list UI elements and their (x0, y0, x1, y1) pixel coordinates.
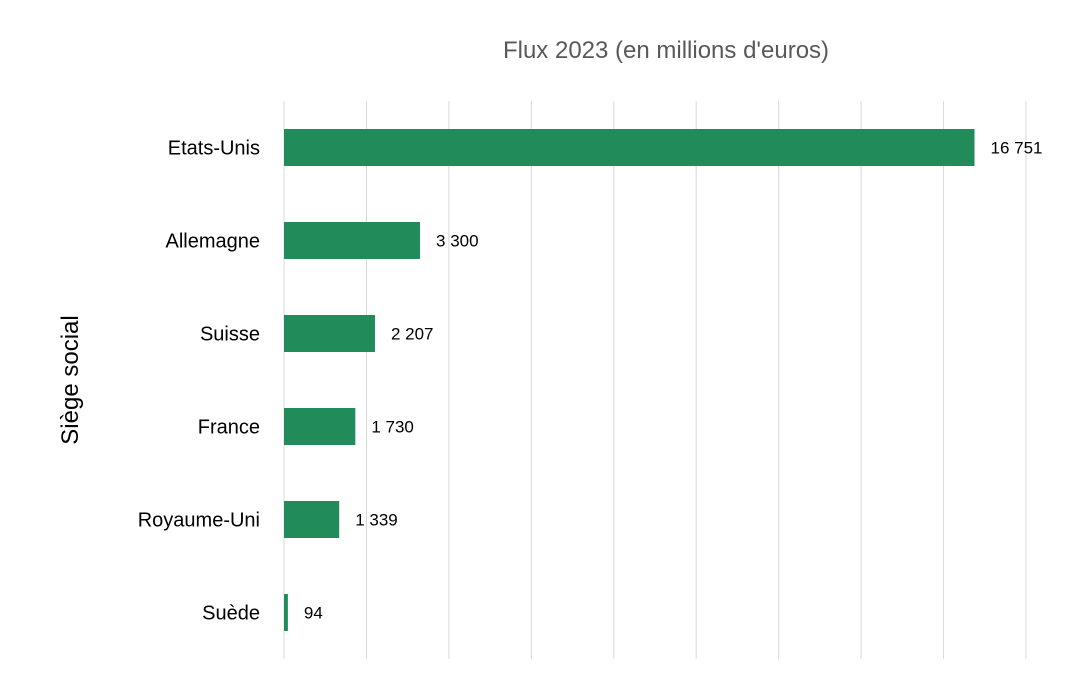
bar (284, 501, 340, 538)
category-label: Etats-Unis (168, 138, 260, 160)
data-label: 94 (304, 604, 323, 623)
gridlines (283, 101, 1027, 659)
bar (284, 129, 975, 166)
data-label: 16 751 (991, 139, 1043, 158)
data-label: 2 207 (391, 325, 434, 344)
y-axis-label: Siège social (57, 315, 84, 444)
data-label: 1 339 (355, 511, 398, 530)
data-label: 1 730 (371, 418, 414, 437)
bar (284, 594, 288, 631)
category-label: France (198, 417, 260, 439)
chart-title: Flux 2023 (en millions d'euros) (503, 37, 829, 64)
category-label: Suède (202, 603, 260, 625)
category-label: Suisse (200, 324, 260, 346)
bars (284, 129, 975, 631)
bar (284, 222, 421, 259)
bar (284, 408, 356, 445)
labels: Etats-Unis 16 751 Allemagne 3 300 Suisse 2 20… (138, 138, 1043, 625)
category-label: Allemagne (165, 231, 260, 253)
category-label: Royaume-Uni (138, 510, 260, 532)
bar (284, 315, 375, 352)
data-label: 3 300 (436, 232, 479, 251)
